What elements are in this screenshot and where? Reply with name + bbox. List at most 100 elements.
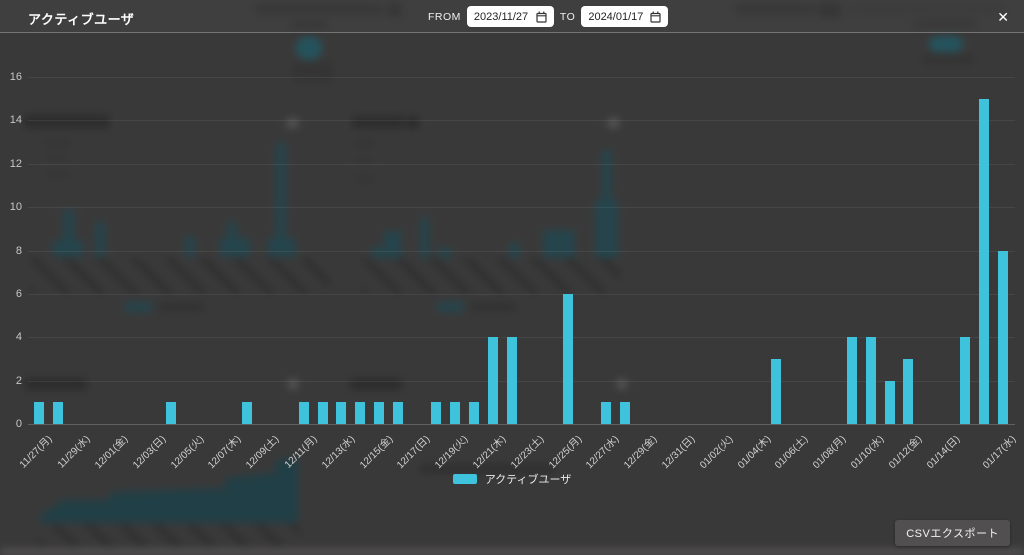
from-date-value: 2023/11/27 xyxy=(473,10,529,23)
blurred-card-text xyxy=(290,19,328,30)
gridline xyxy=(28,120,1015,122)
bar xyxy=(506,337,517,424)
gridline xyxy=(28,424,1015,425)
x-axis-tick-label: 12/21(木) xyxy=(470,433,509,472)
date-range-controls: FROM 2023/11/27 TO 2024/01/17 xyxy=(428,6,669,27)
x-axis-tick-label: 12/31(日) xyxy=(659,433,698,472)
chart-legend[interactable]: アクティブユーザ xyxy=(0,471,1024,487)
blurred-kpi-dot xyxy=(296,36,322,60)
gridline xyxy=(28,77,1015,78)
modal-header: アクティブユーザ FROM 2023/11/27 TO 2024/01/17 xyxy=(0,0,1024,33)
bar xyxy=(846,337,857,424)
bar xyxy=(903,358,914,424)
x-axis-tick-label: 01/02(火) xyxy=(697,433,736,472)
y-axis-tick-label: 0 xyxy=(15,418,22,430)
gridline xyxy=(28,250,1015,252)
blurred-kpi-value xyxy=(293,62,333,82)
y-axis-tick-label: 4 xyxy=(15,331,22,344)
bar xyxy=(52,402,63,424)
y-axis-tick-label: 16 xyxy=(9,71,22,83)
bar xyxy=(865,337,876,424)
to-label: TO xyxy=(559,10,576,23)
bar xyxy=(34,402,44,424)
blurred-bottom-strip xyxy=(0,549,1024,555)
x-axis-tick-label: 11/29(水) xyxy=(55,433,93,471)
bar xyxy=(601,402,611,424)
x-axis-tick-label: 01/12(金) xyxy=(886,433,925,472)
gridline xyxy=(28,337,1015,339)
x-axis-tick-label: 01/06(土) xyxy=(773,433,811,472)
blurred-header-text xyxy=(848,5,1006,14)
x-axis-tick-label: 01/17(水) xyxy=(981,433,1019,472)
x-axis-tick-label: 01/10(水) xyxy=(848,433,887,472)
legend-swatch xyxy=(452,474,477,484)
bar xyxy=(355,402,366,424)
blurred-header-icon xyxy=(387,3,402,17)
bar xyxy=(449,402,460,424)
close-icon[interactable]: ✕ xyxy=(997,9,1009,25)
x-axis-tick-label: 12/19(火) xyxy=(433,433,471,472)
x-axis-tick-label: 12/09(土) xyxy=(244,433,282,472)
y-axis-tick-label: 12 xyxy=(9,157,22,170)
blurred-header-icon xyxy=(818,2,841,18)
gridline xyxy=(28,163,1015,165)
bar xyxy=(166,402,177,424)
bar xyxy=(298,402,309,424)
gridline xyxy=(28,380,1015,382)
y-axis-tick-label: 8 xyxy=(15,244,22,257)
x-axis-tick-label: 12/01(金) xyxy=(92,433,131,472)
x-axis-tick-label: 12/13(水) xyxy=(319,433,358,472)
y-axis-tick-label: 2 xyxy=(15,374,22,387)
bar xyxy=(979,98,989,424)
bar xyxy=(487,337,498,424)
blurred-kpi-dot xyxy=(929,36,963,52)
bar xyxy=(997,250,1008,424)
blurred-header-text xyxy=(255,4,383,14)
bar xyxy=(884,380,895,424)
gridline xyxy=(28,207,1015,209)
bar xyxy=(563,293,574,424)
calendar-icon[interactable] xyxy=(536,11,547,23)
modal-title: アクティブユーザ xyxy=(28,12,135,27)
blurred-card-text xyxy=(913,18,977,30)
calendar-icon[interactable] xyxy=(650,11,661,23)
x-axis-tick-label: 12/27(水) xyxy=(584,433,622,472)
legend-label: アクティブユーザ xyxy=(484,474,572,486)
y-axis-tick-label: 14 xyxy=(9,114,22,127)
x-axis-tick-label: 12/29(金) xyxy=(622,433,660,472)
y-axis-tick-label: 10 xyxy=(9,201,22,214)
bar xyxy=(771,358,782,424)
from-date-input[interactable]: 2023/11/27 xyxy=(466,6,554,27)
csv-export-button[interactable]: CSVエクスポート xyxy=(895,520,1010,546)
y-axis-tick-label: 6 xyxy=(15,287,22,300)
bar xyxy=(336,402,347,424)
gridline xyxy=(28,293,1015,295)
x-axis-tick-label: 01/04(木) xyxy=(735,433,773,472)
blurred-area-chart xyxy=(40,458,298,523)
blurred-header-text xyxy=(735,4,815,14)
bar xyxy=(317,402,328,424)
x-axis-tick-label: 11/27(月) xyxy=(17,433,55,471)
x-axis-tick-label: 12/25(月) xyxy=(546,433,584,472)
x-axis-tick-label: 01/08(月) xyxy=(811,433,849,472)
bar xyxy=(960,337,971,424)
bar xyxy=(430,402,441,424)
bar xyxy=(619,402,630,424)
blurred-kpi-value xyxy=(922,54,974,64)
x-axis-tick-label: 12/03(日) xyxy=(130,433,169,472)
bar xyxy=(468,402,479,424)
bar xyxy=(374,402,385,424)
x-axis-tick-label: 12/05(火) xyxy=(168,433,206,472)
x-axis-tick-label: 12/15(金) xyxy=(357,433,395,472)
x-axis-tick-label: 12/07(木) xyxy=(206,433,244,472)
x-axis-tick-label: 01/14(日) xyxy=(924,433,962,472)
to-date-value: 2024/01/17 xyxy=(588,10,644,23)
bar xyxy=(241,402,252,424)
x-axis-tick-label: 12/11(月) xyxy=(282,433,320,471)
to-date-input[interactable]: 2024/01/17 xyxy=(581,6,669,27)
x-axis-tick-label: 12/23(土) xyxy=(508,433,547,472)
